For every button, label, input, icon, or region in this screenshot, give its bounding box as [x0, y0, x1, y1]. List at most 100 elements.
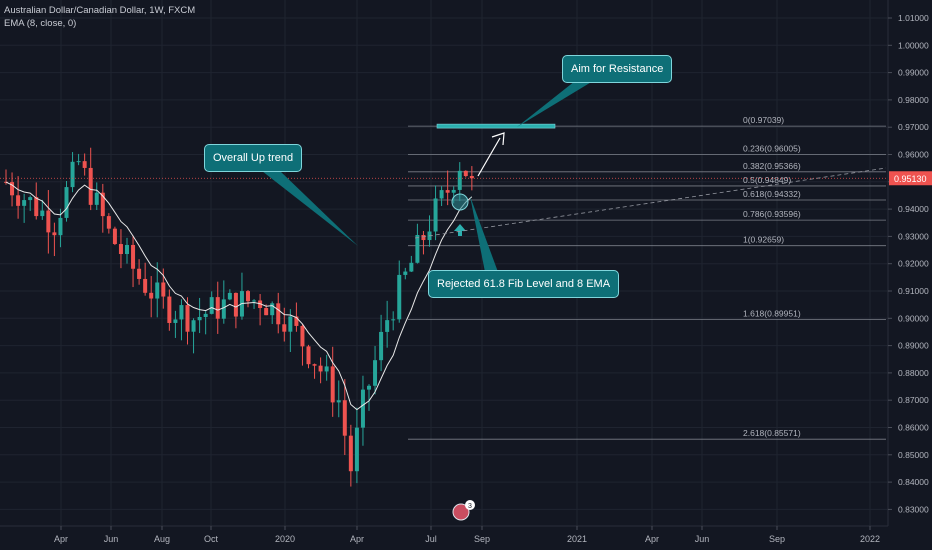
fib-level-label: 0.5(0.94849)	[743, 175, 791, 185]
candle-body	[415, 234, 420, 263]
indicator-label[interactable]: EMA (8, close, 0)	[4, 18, 77, 29]
trend-callout[interactable]: Overall Up trend	[204, 144, 303, 172]
price-tick-label: 0.91000	[898, 286, 929, 296]
time-tick-label: Apr	[54, 534, 68, 544]
price-tick-label: 0.88000	[898, 368, 929, 378]
candle-body	[439, 190, 444, 199]
candle-body	[258, 300, 263, 309]
candle-body	[118, 244, 123, 255]
candle-body	[22, 200, 27, 206]
candle-body	[100, 192, 105, 217]
price-tick-label: 0.96000	[898, 150, 929, 160]
candle-body	[215, 297, 220, 319]
candle-body	[451, 189, 456, 193]
candle-body	[149, 292, 154, 299]
candle-body	[367, 385, 371, 390]
candle-body	[403, 271, 408, 275]
candle-body	[264, 308, 269, 316]
time-tick-label: Aug	[154, 534, 170, 544]
price-tick-label: 0.97000	[898, 122, 929, 132]
candle-body	[288, 316, 293, 332]
candle-body	[469, 176, 474, 179]
candle-body	[70, 161, 75, 188]
candle-body	[360, 389, 365, 428]
events-flag-icon	[452, 503, 470, 521]
candle-body	[167, 296, 172, 323]
candle-body	[131, 244, 136, 269]
price-tick-label: 0.90000	[898, 313, 929, 323]
candle-body	[433, 198, 438, 232]
price-tick-label: 0.99000	[898, 68, 929, 78]
time-tick-label: Jun	[104, 534, 119, 544]
candle-body	[354, 427, 359, 472]
candle-body	[336, 400, 341, 403]
candle-body	[161, 282, 166, 297]
candle-body	[112, 228, 117, 245]
candle-body	[246, 291, 250, 302]
candle-body	[348, 435, 353, 472]
rejected-callout[interactable]: Rejected 61.8 Fib Level and 8 EMA	[428, 270, 620, 298]
candle-body	[342, 400, 347, 436]
time-tick-label: Oct	[204, 534, 219, 544]
price-tick-label: 0.98000	[898, 95, 929, 105]
chart-title[interactable]: Australian Dollar/Canadian Dollar, 1W, F…	[4, 5, 196, 16]
candle-body	[40, 210, 45, 217]
candle-body	[209, 297, 214, 314]
candle-body	[191, 320, 196, 332]
candle-body	[185, 305, 190, 332]
candle-body	[306, 346, 311, 365]
candle-body	[421, 234, 426, 241]
time-tick-label: Sep	[474, 534, 490, 544]
candle-body	[330, 366, 335, 403]
candle-body	[16, 195, 21, 206]
fib-level-label: 0.786(0.93596)	[743, 209, 801, 219]
candle-body	[137, 268, 142, 279]
candle-body	[34, 197, 39, 217]
resistance-callout-pointer	[517, 81, 593, 127]
events-badge-bg	[465, 500, 475, 510]
candle-body	[252, 300, 257, 302]
candle-body	[373, 360, 378, 386]
candle-body	[28, 197, 33, 201]
candle-body	[391, 319, 396, 321]
candle-body	[197, 317, 202, 321]
time-tick-label: 2021	[567, 534, 587, 544]
time-tick-label: 2020	[275, 534, 295, 544]
candle-body	[276, 303, 281, 325]
fib-level-label: 1(0.92659)	[743, 235, 784, 245]
support-arrow-icon	[454, 224, 466, 236]
price-tick-label: 0.85000	[898, 450, 929, 460]
resistance-callout[interactable]: Aim for Resistance	[562, 55, 673, 83]
resistance-zone	[436, 123, 556, 129]
time-tick-label: Apr	[645, 534, 659, 544]
price-tick-label: 0.93000	[898, 231, 929, 241]
candle-body	[463, 170, 468, 177]
candle-body	[282, 324, 287, 332]
candle-body	[457, 170, 462, 190]
trend-callout-pointer	[262, 171, 358, 246]
price-tick-label: 0.83000	[898, 504, 929, 514]
price-tick-label: 0.84000	[898, 477, 929, 487]
candle-body	[82, 161, 87, 168]
candle-body	[233, 292, 238, 317]
candle-body	[379, 331, 384, 361]
price-tick-label: 0.92000	[898, 259, 929, 269]
last-price-badge	[889, 171, 932, 186]
price-tick-label: 0.89000	[898, 341, 929, 351]
candle-body	[312, 364, 317, 366]
fib-level-label: 2.618(0.85571)	[743, 428, 801, 438]
candle-body	[318, 365, 323, 372]
candle-body	[155, 282, 160, 299]
price-tick-label: 1.00000	[898, 40, 929, 50]
candle-body	[143, 278, 148, 293]
time-tick-label: Sep	[769, 534, 785, 544]
candle-body	[173, 319, 178, 323]
candle-body	[88, 167, 93, 205]
ema-line	[5, 181, 473, 411]
candle-body	[46, 210, 51, 233]
candle-body	[203, 313, 208, 318]
candle-body	[52, 232, 57, 236]
price-tick-label: 0.86000	[898, 423, 929, 433]
